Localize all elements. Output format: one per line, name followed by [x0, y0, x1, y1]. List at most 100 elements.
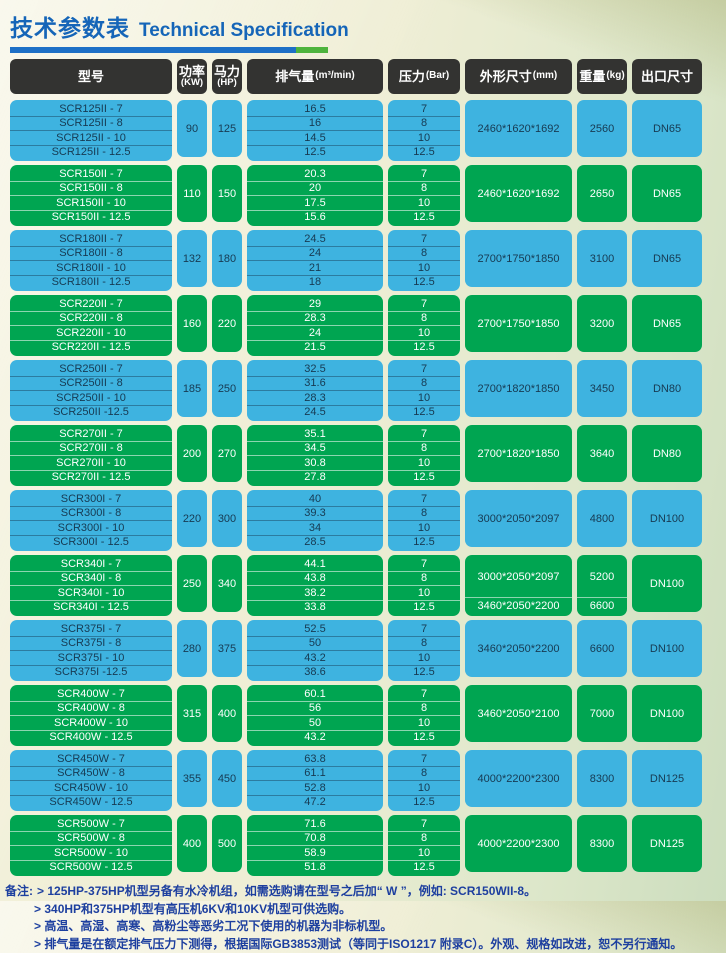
- flow-cell-item: 43.8: [247, 572, 383, 587]
- power-cell: 315: [177, 685, 207, 742]
- column-header-unit: (HP): [217, 78, 237, 88]
- pressure-cell-item: 8: [388, 702, 460, 717]
- weight-cell: 4800: [577, 490, 627, 547]
- note-line: > 340HP和375HP机型有高压机6KV和10KV机型可供选购。: [34, 901, 726, 919]
- pressure-cell-item: 8: [388, 312, 460, 327]
- model-cell-item: SCR340I - 8: [10, 572, 172, 587]
- dimensions-cell: 2700*1820*1850: [465, 360, 572, 417]
- flow-cell-item: 58.9: [247, 846, 383, 861]
- flow-cell-item: 15.6: [247, 211, 383, 225]
- model-cell-item: SCR270II - 7: [10, 427, 172, 442]
- pressure-cell-item: 8: [388, 182, 460, 197]
- weight-cell: 8300: [577, 815, 627, 872]
- pressure-cell-item: 10: [388, 651, 460, 666]
- note-line: 备注:> 125HP-375HP机型另备有水冷机组，如需选购请在型号之后加“ W…: [5, 883, 726, 901]
- column-header-5: 压力(Bar): [388, 59, 460, 94]
- model-cell-item: SCR500W - 10: [10, 846, 172, 861]
- power-cell: 110: [177, 165, 207, 222]
- model-cell-item: SCR250II - 7: [10, 362, 172, 377]
- pressure-cell-item: 10: [388, 261, 460, 276]
- pressure-cell-item: 12.5: [388, 471, 460, 485]
- model-cell-item: SCR375I -12.5: [10, 666, 172, 680]
- flow-cell-item: 24.5: [247, 406, 383, 420]
- note-line: > 排气量是在额定排气压力下测得，根据国际GB3853测试（等同于ISO1217…: [34, 936, 726, 953]
- model-cell-item: SCR500W - 8: [10, 832, 172, 847]
- pressure-cell-item: 10: [388, 456, 460, 471]
- model-cell-item: SCR270II - 8: [10, 442, 172, 457]
- column-header-label: 排气量: [275, 70, 314, 84]
- flow-cell-item: 20: [247, 182, 383, 197]
- outlet-cell: DN65: [632, 295, 702, 352]
- flow-cell-item: 34: [247, 521, 383, 536]
- weight-cell: 2560: [577, 100, 627, 157]
- column-header-4: 排气量(m³/min): [247, 59, 383, 94]
- outlet-cell: DN65: [632, 100, 702, 157]
- pressure-cell-item: 10: [388, 521, 460, 536]
- flow-cell-item: 21: [247, 261, 383, 276]
- horsepower-cell: 220: [212, 295, 242, 352]
- flow-cell-item: 35.1: [247, 427, 383, 442]
- pressure-cell-item: 10: [388, 586, 460, 601]
- weight-cell: 8300: [577, 750, 627, 807]
- flow-cell-item: 51.8: [247, 861, 383, 875]
- pressure-cell-item: 8: [388, 117, 460, 132]
- dimensions-cell: 2700*1820*1850: [465, 425, 572, 482]
- pressure-cell-item: 12.5: [388, 276, 460, 290]
- weight-cell: 6600: [577, 620, 627, 677]
- power-cell: 400: [177, 815, 207, 872]
- pressure-cell-item: 12.5: [388, 146, 460, 160]
- model-cell-item: SCR375I - 8: [10, 637, 172, 652]
- model-cell-item: SCR400W - 10: [10, 716, 172, 731]
- page-header: 技术参数表 Technical Specification: [0, 0, 726, 53]
- pressure-cell-item: 10: [388, 846, 460, 861]
- horsepower-cell: 150: [212, 165, 242, 222]
- dimensions-cell: 3460*2050*2100: [465, 685, 572, 742]
- horsepower-cell: 270: [212, 425, 242, 482]
- weight-cell-item: 6600: [577, 598, 627, 614]
- flow-cell-item: 52.5: [247, 622, 383, 637]
- pressure-cell-item: 12.5: [388, 536, 460, 550]
- model-cell-item: SCR150II - 7: [10, 167, 172, 182]
- outlet-cell: DN100: [632, 555, 702, 612]
- flow-cell-item: 30.8: [247, 456, 383, 471]
- model-cell-item: SCR220II - 8: [10, 312, 172, 327]
- dimensions-cell: 4000*2200*2300: [465, 750, 572, 807]
- flow-cell-item: 38.2: [247, 586, 383, 601]
- pressure-cell-item: 7: [388, 102, 460, 117]
- dimensions-cell: 3000*2050*2097: [465, 490, 572, 547]
- flow-cell-item: 18: [247, 276, 383, 290]
- pressure-cell-item: 12.5: [388, 211, 460, 225]
- pressure-cell-item: 10: [388, 781, 460, 796]
- model-cell-item: SCR150II - 12.5: [10, 211, 172, 225]
- page-title-zh: 技术参数表: [10, 9, 130, 43]
- pressure-cell-item: 12.5: [388, 796, 460, 810]
- flow-cell-item: 34.5: [247, 442, 383, 457]
- model-cell-item: SCR180II - 7: [10, 232, 172, 247]
- pressure-cell-item: 7: [388, 427, 460, 442]
- table-header-row: 型号功率(KW)马力(HP)排气量(m³/min)压力(Bar)外形尺寸(mm)…: [10, 59, 726, 94]
- pressure-cell-item: 10: [388, 131, 460, 146]
- flow-cell-item: 17.5: [247, 196, 383, 211]
- horsepower-cell: 375: [212, 620, 242, 677]
- weight-cell: 3450: [577, 360, 627, 417]
- column-header-2: 功率(KW): [177, 59, 207, 94]
